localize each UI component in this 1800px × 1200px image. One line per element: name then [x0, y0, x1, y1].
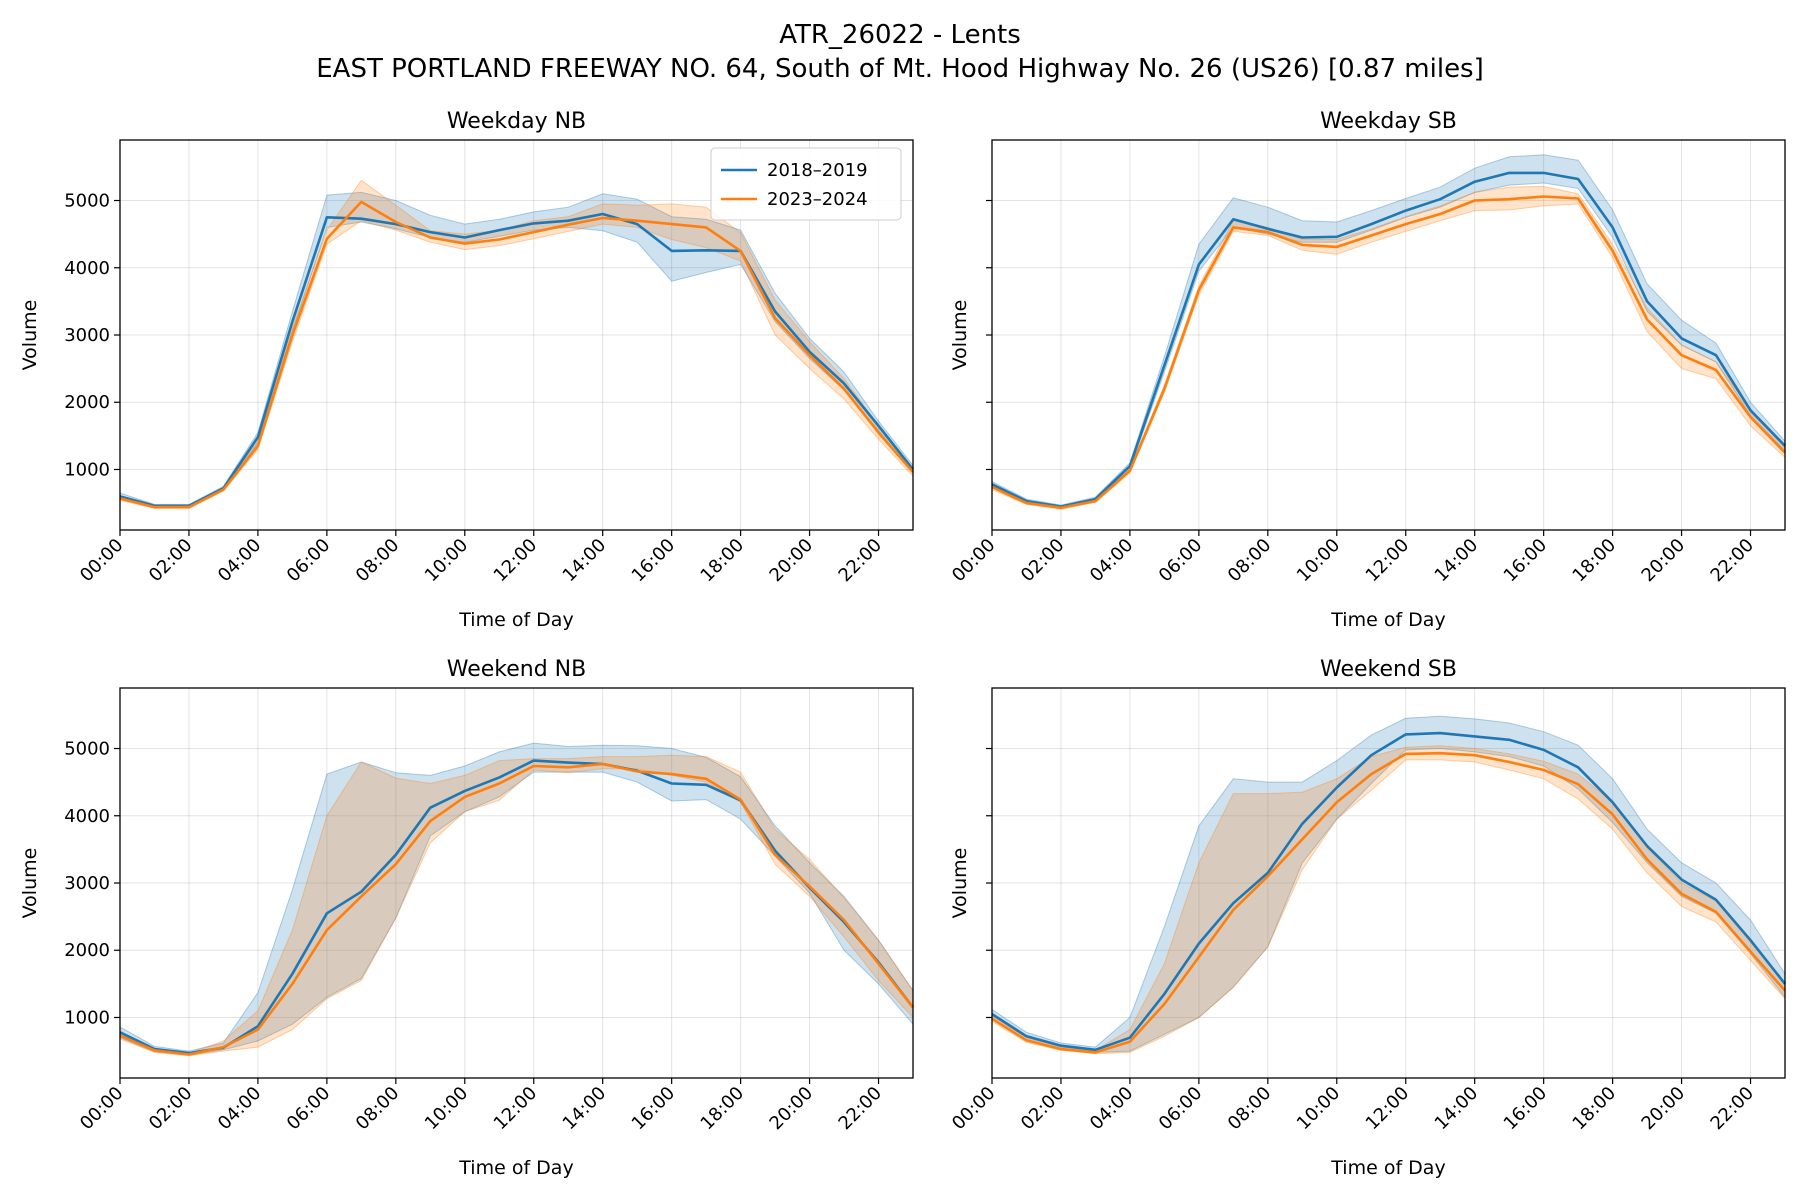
x-tick-label: 02:00 — [1017, 1083, 1069, 1135]
x-axis-label: Time of Day — [458, 1157, 573, 1179]
x-tick-label: 16:00 — [1500, 535, 1552, 587]
panel-weekend-nb: 00:00 02:00 04:00 06:00 08:00 10:00 12:00 14:00… — [19, 657, 915, 1179]
x-tick-label: 20:00 — [1638, 1083, 1690, 1135]
x-tick-label: 16:00 — [1500, 1083, 1552, 1135]
x-tick-label: 08:00 — [352, 535, 404, 587]
x-tick-label: 04:00 — [214, 535, 266, 587]
series-line-2018-2019 — [991, 731, 1787, 1052]
x-tick-label: 12:00 — [490, 1083, 542, 1135]
panel-weekend-sb: 00:00 02:00 04:00 06:00 08:00 10:00 12:00 14:00… — [948, 657, 1787, 1179]
band-2023-2024 — [991, 745, 1786, 1055]
series-line-2023-2024 — [119, 762, 915, 1056]
x-tick-label: 08:00 — [1224, 535, 1276, 587]
x-tick-label: 06:00 — [283, 535, 335, 587]
x-tick-label: 02:00 — [145, 1083, 197, 1135]
panel-weekday-nb: 00:00 02:00 04:00 06:00 08:00 10:00 12:00 14:00… — [19, 109, 915, 631]
x-axis-label: Time of Day — [458, 609, 573, 631]
y-axis-label: Volume — [949, 848, 971, 919]
x-tick-label: 22:00 — [835, 1083, 887, 1135]
x-tick-label: 18:00 — [1569, 535, 1621, 587]
x-tick-label: 14:00 — [1431, 1083, 1483, 1135]
y-tick-label: 3000 — [64, 325, 110, 346]
y-axis-label: Volume — [949, 300, 971, 371]
series-line-2018-2019 — [119, 759, 915, 1055]
series-line-2023-2024 — [119, 200, 914, 509]
x-tick-label: 22:00 — [1707, 535, 1759, 587]
series-line-2018-2019 — [991, 171, 1786, 508]
figure-title-line1: ATR_26022 - Lents — [779, 20, 1021, 50]
x-tick-label: 18:00 — [1569, 1083, 1621, 1135]
x-tick-label: 14:00 — [559, 1083, 611, 1135]
legend: 2018–2019 2023–2024 — [710, 147, 902, 221]
y-tick-label: 5000 — [64, 191, 110, 212]
x-tick-label: 12:00 — [1362, 535, 1414, 587]
x-tick-label: 12:00 — [1362, 1083, 1414, 1135]
x-tick-label: 18:00 — [697, 535, 749, 587]
band-2023-2024 — [119, 754, 914, 1057]
x-tick-label: 16:00 — [628, 535, 680, 587]
x-tick-label: 06:00 — [1155, 1083, 1207, 1135]
x-tick-label: 20:00 — [766, 535, 818, 587]
legend-box — [710, 147, 902, 221]
x-tick-label: 22:00 — [835, 535, 887, 587]
x-axis-label: Time of Day — [1330, 1157, 1445, 1179]
x-tick-label: 00:00 — [948, 1083, 1000, 1135]
x-tick-label: 06:00 — [283, 1083, 335, 1135]
x-tick-label: 20:00 — [766, 1083, 818, 1135]
x-tick-label: 04:00 — [1086, 1083, 1138, 1135]
x-tick-label: 16:00 — [628, 1083, 680, 1135]
x-tick-label: 18:00 — [697, 1083, 749, 1135]
y-axis-label: Volume — [19, 300, 41, 371]
x-tick-label: 08:00 — [1224, 1083, 1276, 1135]
panel-title: Weekend NB — [447, 657, 586, 682]
panel-title: Weekend SB — [1320, 657, 1457, 682]
x-tick-label: 06:00 — [1155, 535, 1207, 587]
x-tick-label: 04:00 — [1086, 535, 1138, 587]
y-tick-label: 4000 — [64, 806, 110, 827]
legend-label-2023-2024: 2023–2024 — [767, 189, 868, 210]
x-tick-label: 14:00 — [559, 535, 611, 587]
x-tick-label: 14:00 — [1431, 535, 1483, 587]
x-tick-label: 00:00 — [76, 535, 128, 587]
y-tick-label: 3000 — [64, 873, 110, 894]
x-tick-label: 10:00 — [1293, 1083, 1345, 1135]
legend-label-2018-2019: 2018–2019 — [767, 160, 868, 181]
x-tick-label: 08:00 — [352, 1083, 404, 1135]
panel-title: Weekday NB — [447, 109, 586, 134]
y-tick-label: 1000 — [64, 459, 110, 480]
panel-title: Weekday SB — [1320, 109, 1457, 134]
y-tick-label: 5000 — [64, 739, 110, 760]
series-line-2018-2019 — [119, 212, 915, 508]
x-tick-label: 10:00 — [421, 535, 473, 587]
x-tick-label: 02:00 — [145, 535, 197, 587]
series-line-2023-2024 — [991, 751, 1786, 1054]
y-tick-label: 4000 — [64, 258, 110, 279]
x-tick-label: 00:00 — [76, 1083, 128, 1135]
y-tick-label: 1000 — [64, 1007, 110, 1028]
y-axis-label: Volume — [19, 848, 41, 919]
series-line-2023-2024 — [991, 195, 1786, 510]
x-tick-label: 04:00 — [214, 1083, 266, 1135]
y-tick-label: 2000 — [64, 940, 110, 961]
band-2023-2024 — [119, 179, 914, 509]
x-tick-label: 02:00 — [1017, 535, 1069, 587]
x-tick-label: 22:00 — [1707, 1083, 1759, 1135]
panels: 00:00 02:00 04:00 06:00 08:00 10:00 12:00 14:00… — [19, 109, 1787, 1179]
band-2023-2024 — [991, 185, 1786, 510]
panel-weekday-sb: 00:00 02:00 04:00 06:00 08:00 10:00 12:00 14:00… — [948, 109, 1786, 631]
x-tick-label: 10:00 — [421, 1083, 473, 1135]
band-2018-2019 — [119, 742, 914, 1056]
x-tick-label: 00:00 — [948, 535, 1000, 587]
y-tick-label: 2000 — [64, 392, 110, 413]
x-axis-label: Time of Day — [1330, 609, 1445, 631]
x-tick-label: 12:00 — [490, 535, 542, 587]
figure-title-line2: EAST PORTLAND FREEWAY NO. 64, South of M… — [316, 54, 1484, 84]
x-tick-label: 10:00 — [1293, 535, 1345, 587]
x-tick-label: 20:00 — [1638, 535, 1690, 587]
